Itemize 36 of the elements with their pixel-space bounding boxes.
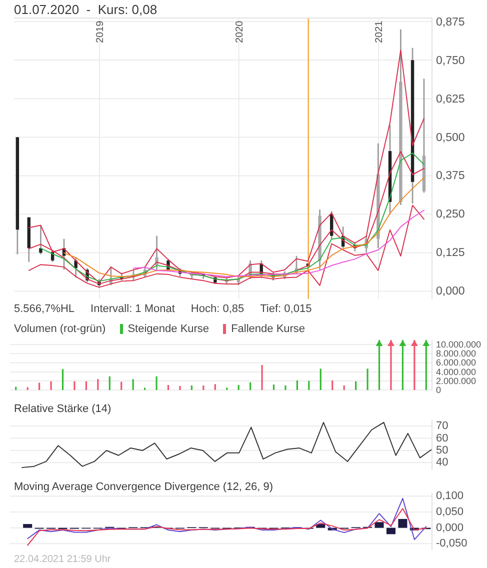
y-tick-label: 10.000.000 — [436, 340, 482, 350]
y-tick-label: -0,050 — [436, 538, 468, 550]
y-tick-label: 0,500 — [436, 132, 465, 144]
y-tick-label: 0,625 — [436, 93, 465, 106]
y-tick-label: 2.000.000 — [436, 376, 476, 386]
y-tick-label: 0,250 — [436, 208, 465, 221]
y-tick-label: 8.000.000 — [436, 348, 476, 359]
legend-label: Fallende Kurse — [231, 323, 306, 335]
text: 22.04.2021 21:59 Uhr — [14, 554, 111, 565]
y-tick-label: 0,000 — [436, 285, 465, 298]
legend-label: Steigende Kurse — [128, 323, 210, 335]
y-tick-label: 50 — [436, 444, 448, 456]
chart-title: Relative Stärke (14) — [14, 403, 112, 415]
y-tick-label: 40 — [436, 456, 448, 469]
text: 5.566,7%HL — [14, 303, 75, 315]
y-tick-label: 0,875 — [436, 16, 465, 29]
y-tick-label: 0,125 — [436, 246, 465, 259]
y-tick-label: 0,750 — [436, 54, 465, 67]
y-tick-label: 0,100 — [436, 490, 464, 502]
y-tick-label: 60 — [436, 432, 448, 444]
chart-title: 01.07.2020 - Kurs: 0,08 — [14, 2, 158, 17]
y-tick-label: 0,000 — [436, 522, 464, 534]
y-tick-label: 70 — [436, 420, 448, 432]
text: Tief: 0,015 — [260, 303, 312, 315]
legend-title: Volumen (rot-grün) — [14, 323, 106, 335]
y-tick-label: 6.000.000 — [436, 358, 476, 368]
y-tick-label: 0,050 — [436, 506, 464, 518]
y-tick-label: 0 — [436, 385, 442, 395]
text: Hoch: 0,85 — [190, 303, 244, 315]
y-tick-label: 0,375 — [436, 170, 465, 182]
x-tick-label: 2019 — [95, 20, 106, 43]
text: Intervall: 1 Monat — [90, 303, 175, 315]
x-tick-label: 2020 — [234, 20, 246, 43]
x-tick-label: 2021 — [374, 20, 386, 43]
y-tick-label: 4.000.000 — [436, 366, 476, 377]
chart-title: Moving Average Convergence Divergence (12, 26, 9) — [14, 481, 274, 493]
